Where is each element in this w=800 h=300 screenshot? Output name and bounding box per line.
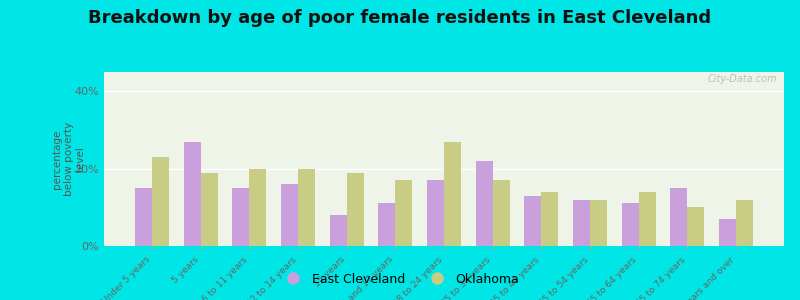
- Bar: [493, 180, 510, 246]
- Bar: [250, 169, 266, 246]
- Bar: [719, 219, 736, 246]
- Legend: East Cleveland, Oklahoma: East Cleveland, Oklahoma: [276, 268, 524, 291]
- Y-axis label: percentage
below poverty
level: percentage below poverty level: [52, 122, 86, 196]
- Bar: [476, 161, 493, 246]
- Bar: [298, 169, 315, 246]
- Bar: [590, 200, 607, 246]
- Bar: [427, 180, 444, 246]
- Bar: [135, 188, 152, 246]
- Bar: [330, 215, 346, 246]
- Bar: [736, 200, 753, 246]
- Bar: [542, 192, 558, 246]
- Text: City-Data.com: City-Data.com: [707, 74, 778, 84]
- Text: Breakdown by age of poor female residents in East Cleveland: Breakdown by age of poor female resident…: [89, 9, 711, 27]
- Bar: [232, 188, 250, 246]
- Bar: [346, 172, 364, 246]
- Bar: [183, 142, 201, 246]
- Bar: [687, 207, 705, 246]
- Bar: [201, 172, 218, 246]
- Bar: [378, 203, 395, 246]
- Bar: [281, 184, 298, 246]
- Bar: [573, 200, 590, 246]
- Bar: [524, 196, 542, 246]
- Bar: [622, 203, 638, 246]
- Bar: [638, 192, 656, 246]
- Bar: [670, 188, 687, 246]
- Bar: [444, 142, 461, 246]
- Bar: [152, 157, 169, 246]
- Bar: [395, 180, 412, 246]
